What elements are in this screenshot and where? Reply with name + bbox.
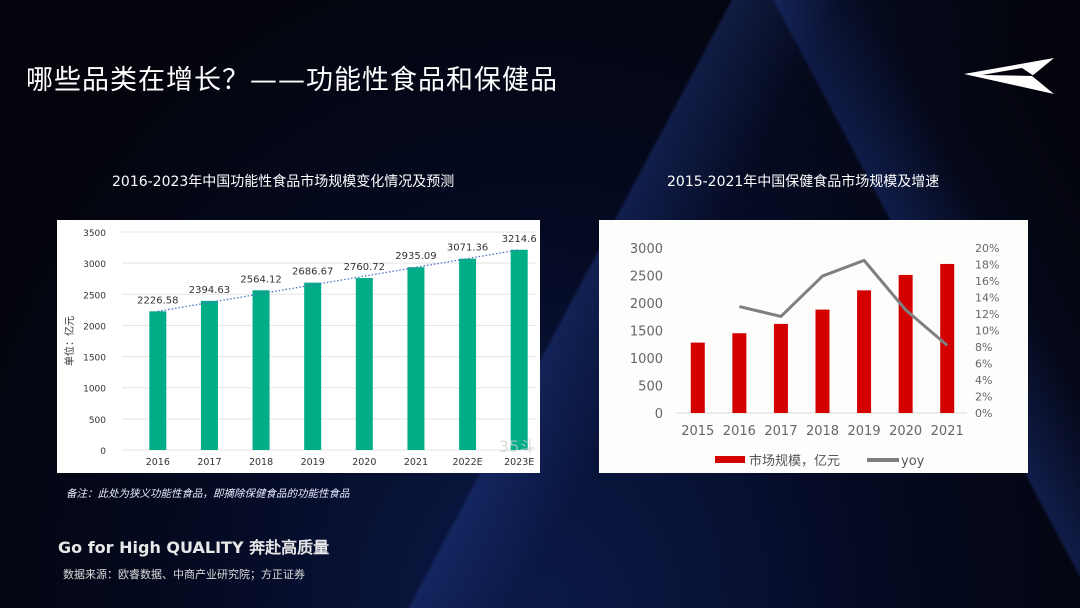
y2-tick-label: 4% xyxy=(975,374,992,387)
bar xyxy=(898,274,913,413)
chart2-panel: 0 500 1000 1500 2000 2500 3000 0% 2% 4% 6% 8% 10% 12%… xyxy=(599,220,1028,473)
bar xyxy=(857,290,872,413)
x-tick-label: 2019 xyxy=(301,457,325,468)
chart1-panel: 0 500 1000 1500 2000 2500 3000 3500 单位：亿元 2226.58… xyxy=(57,220,540,473)
x-tick-label: 2015 xyxy=(681,424,714,439)
y-tick-label: 2500 xyxy=(630,270,663,285)
y2-tick-label: 16% xyxy=(975,275,999,288)
chart2-title: 2015-2021年中国保健食品市场规模及增速 xyxy=(667,174,940,190)
chart1-svg: 0 500 1000 1500 2000 2500 3000 3500 单位：亿元 2226.58… xyxy=(63,229,537,468)
bar xyxy=(690,342,705,413)
page-title: 哪些品类在增长？——功能性食品和保健品 xyxy=(26,65,558,96)
data-label: 2394.63 xyxy=(189,285,230,296)
y-tick-label: 500 xyxy=(638,380,663,395)
y-axis-label: 单位：亿元 xyxy=(63,316,76,366)
y2-tick-label: 14% xyxy=(975,292,999,305)
x-tick-label: 2018 xyxy=(806,424,839,439)
data-label: 2935.09 xyxy=(395,251,436,262)
y2-tick-label: 6% xyxy=(975,358,992,371)
x-tick-label: 2022E xyxy=(452,457,482,468)
y-tick-label: 1000 xyxy=(83,385,106,395)
y2-tick-label: 8% xyxy=(975,341,992,354)
x-tick-label: 2018 xyxy=(249,457,273,468)
y-tick-label: 3000 xyxy=(83,260,106,270)
chart2-svg: 0 500 1000 1500 2000 2500 3000 0% 2% 4% 6% 8% 10% 12%… xyxy=(630,242,1000,469)
footnote: 备注：此处为狭义功能性食品，即摘除保健食品的功能性食品 xyxy=(66,488,350,500)
bar xyxy=(149,311,167,450)
yoy-line xyxy=(739,258,949,347)
y2-tick-label: 20% xyxy=(975,242,999,255)
y-tick-label: 0 xyxy=(655,407,663,422)
bar xyxy=(940,263,955,413)
bar xyxy=(773,323,788,413)
data-label: 3214.6 xyxy=(502,234,537,245)
x-tick-label: 2017 xyxy=(197,457,221,468)
slogan: Go for High QUALITY 奔赴高质量 xyxy=(58,538,330,557)
bar xyxy=(252,290,270,450)
y-tick-label: 3500 xyxy=(83,229,106,239)
y2-tick-label: 2% xyxy=(975,391,992,404)
y-tick-label: 1500 xyxy=(83,354,106,364)
y2-tick-label: 12% xyxy=(975,308,999,321)
trendline xyxy=(157,249,520,312)
x-tick-label: 2020 xyxy=(889,424,922,439)
y-tick-label: 1000 xyxy=(630,352,663,367)
bar xyxy=(732,333,747,413)
x-tick-label: 2023E xyxy=(504,457,534,468)
data-label: 2686.67 xyxy=(292,267,333,278)
bar xyxy=(459,258,477,450)
x-tick-label: 2020 xyxy=(352,457,376,468)
data-label: 2226.58 xyxy=(137,295,178,306)
bar xyxy=(304,282,322,450)
y-tick-label: 1500 xyxy=(630,325,663,340)
x-tick-label: 2016 xyxy=(723,424,756,439)
x-tick-label: 2021 xyxy=(404,457,428,468)
logo-arrow-icon xyxy=(964,58,1054,94)
y-tick-label: 2500 xyxy=(83,291,106,301)
y2-tick-label: 0% xyxy=(975,407,992,420)
y2-tick-label: 18% xyxy=(975,259,999,272)
y-tick-label: 3000 xyxy=(630,242,663,257)
data-label: 2760.72 xyxy=(344,262,385,273)
y2-tick-label: 10% xyxy=(975,325,999,338)
bar xyxy=(510,249,528,450)
bar xyxy=(355,278,373,450)
data-label: 2564.12 xyxy=(240,274,281,285)
y-tick-label: 500 xyxy=(89,416,106,426)
chart1-title: 2016-2023年中国功能性食品市场规模变化情况及预测 xyxy=(112,174,455,190)
data-label: 3071.36 xyxy=(447,243,488,254)
legend-label: yoy xyxy=(901,454,925,469)
y-tick-label: 2000 xyxy=(630,297,663,312)
y-tick-label: 2000 xyxy=(83,322,106,332)
bar xyxy=(200,300,218,450)
x-tick-label: 2021 xyxy=(931,424,964,439)
legend-label: 市场规模，亿元 xyxy=(749,453,840,469)
bar xyxy=(815,309,830,413)
bar xyxy=(407,267,425,450)
watermark: 35斗 xyxy=(499,437,535,456)
x-tick-label: 2019 xyxy=(848,424,881,439)
x-tick-label: 2017 xyxy=(764,424,797,439)
x-tick-label: 2016 xyxy=(146,457,170,468)
legend-swatch-bar xyxy=(715,456,745,463)
y-tick-label: 0 xyxy=(100,447,106,457)
source-text: 数据来源：欧睿数据、中商产业研究院；方正证券 xyxy=(63,568,305,581)
